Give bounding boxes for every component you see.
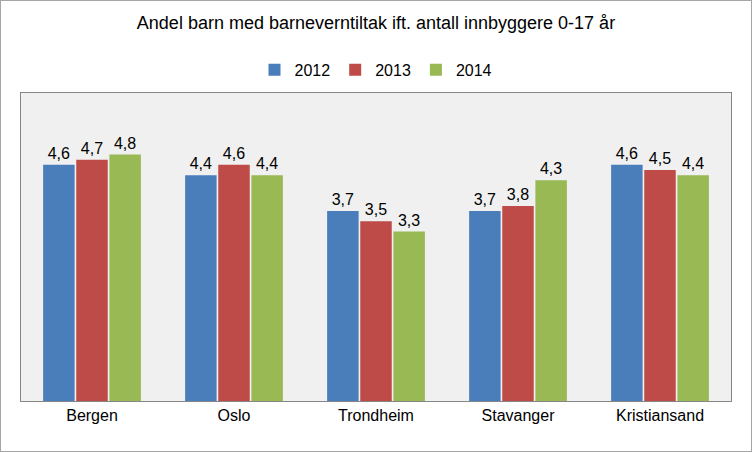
svg-text:Stavanger: Stavanger [482,407,556,424]
svg-text:2014: 2014 [456,62,492,79]
svg-text:4,3: 4,3 [540,160,562,177]
svg-text:4,4: 4,4 [256,155,278,172]
svg-text:Kristiansand: Kristiansand [616,407,704,424]
svg-text:4,4: 4,4 [190,155,212,172]
svg-text:2012: 2012 [295,62,331,79]
svg-text:2013: 2013 [375,62,411,79]
svg-text:Oslo: Oslo [218,407,251,424]
svg-text:4,5: 4,5 [649,150,671,167]
svg-text:4,7: 4,7 [81,140,103,157]
svg-text:4,6: 4,6 [48,145,70,162]
svg-text:4,4: 4,4 [682,155,704,172]
svg-text:Andel barn med barneverntiltak: Andel barn med barneverntiltak ift. anta… [137,13,615,33]
svg-text:4,8: 4,8 [114,135,136,152]
svg-text:4,6: 4,6 [616,145,638,162]
svg-text:3,3: 3,3 [398,212,420,229]
svg-text:3,5: 3,5 [365,201,387,218]
svg-text:3,8: 3,8 [507,186,529,203]
svg-text:3,7: 3,7 [474,191,496,208]
svg-text:Bergen: Bergen [66,407,118,424]
svg-text:3,7: 3,7 [332,191,354,208]
svg-text:Trondheim: Trondheim [338,407,414,424]
svg-text:4,6: 4,6 [223,145,245,162]
